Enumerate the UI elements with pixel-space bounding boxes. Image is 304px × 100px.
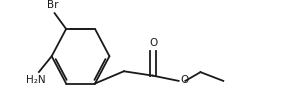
Text: O: O xyxy=(149,38,157,48)
Text: O: O xyxy=(180,75,188,85)
Text: H₂N: H₂N xyxy=(26,76,46,86)
Text: Br: Br xyxy=(47,0,59,10)
